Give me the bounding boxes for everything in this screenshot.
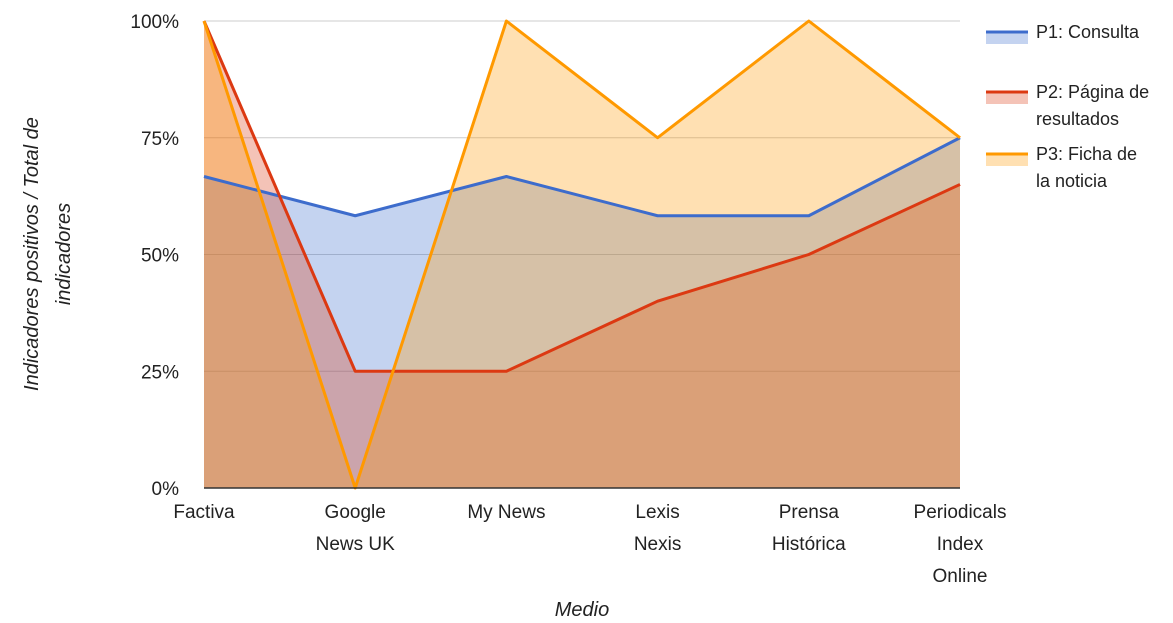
x-tick-label: Factiva	[173, 502, 235, 523]
series-areas	[204, 21, 960, 488]
y-tick-label: 50%	[141, 246, 179, 267]
series-line-3	[202, 19, 961, 490]
y-axis-ticks: 0% 25% 50% 75% 100%	[130, 12, 179, 500]
x-tick-label: My News	[467, 502, 545, 523]
y-tick-label: 75%	[141, 129, 179, 150]
x-tick-label: Google News UK	[316, 502, 396, 555]
legend-swatch-3	[986, 154, 1028, 166]
series-lines	[202, 19, 961, 490]
legend-swatch-2	[986, 92, 1028, 104]
x-tick-label: Lexis Nexis	[634, 502, 682, 555]
y-axis-title: Indicadores positivos / Total de indicado…	[21, 117, 75, 391]
x-tick-label: Prensa Histórica	[772, 502, 846, 555]
y-tick-label: 25%	[141, 362, 179, 383]
legend-label-3: P3: Ficha de la noticia	[1036, 144, 1137, 191]
series-area-1	[204, 137, 960, 488]
series-line-1	[203, 136, 961, 218]
legend-label-1: P1: Consulta	[1036, 22, 1140, 42]
y-tick-label: 0%	[152, 479, 180, 500]
series-area-3	[204, 21, 960, 488]
x-tick-label: Periodicals Index Online	[914, 502, 1007, 587]
legend-label-2: P2: Página de resultados	[1036, 82, 1149, 129]
legend-swatch-1	[986, 32, 1028, 44]
x-axis-ticks: Factiva Google News UK My News Lexis Nexis Pre…	[173, 502, 1006, 587]
series-line-2	[202, 20, 961, 373]
x-axis-title: Medio	[555, 599, 609, 621]
gridlines	[204, 20, 960, 372]
y-tick-label: 100%	[130, 12, 179, 33]
legend: P1: Consulta P2: Página de resultados P3: F…	[986, 22, 1149, 191]
